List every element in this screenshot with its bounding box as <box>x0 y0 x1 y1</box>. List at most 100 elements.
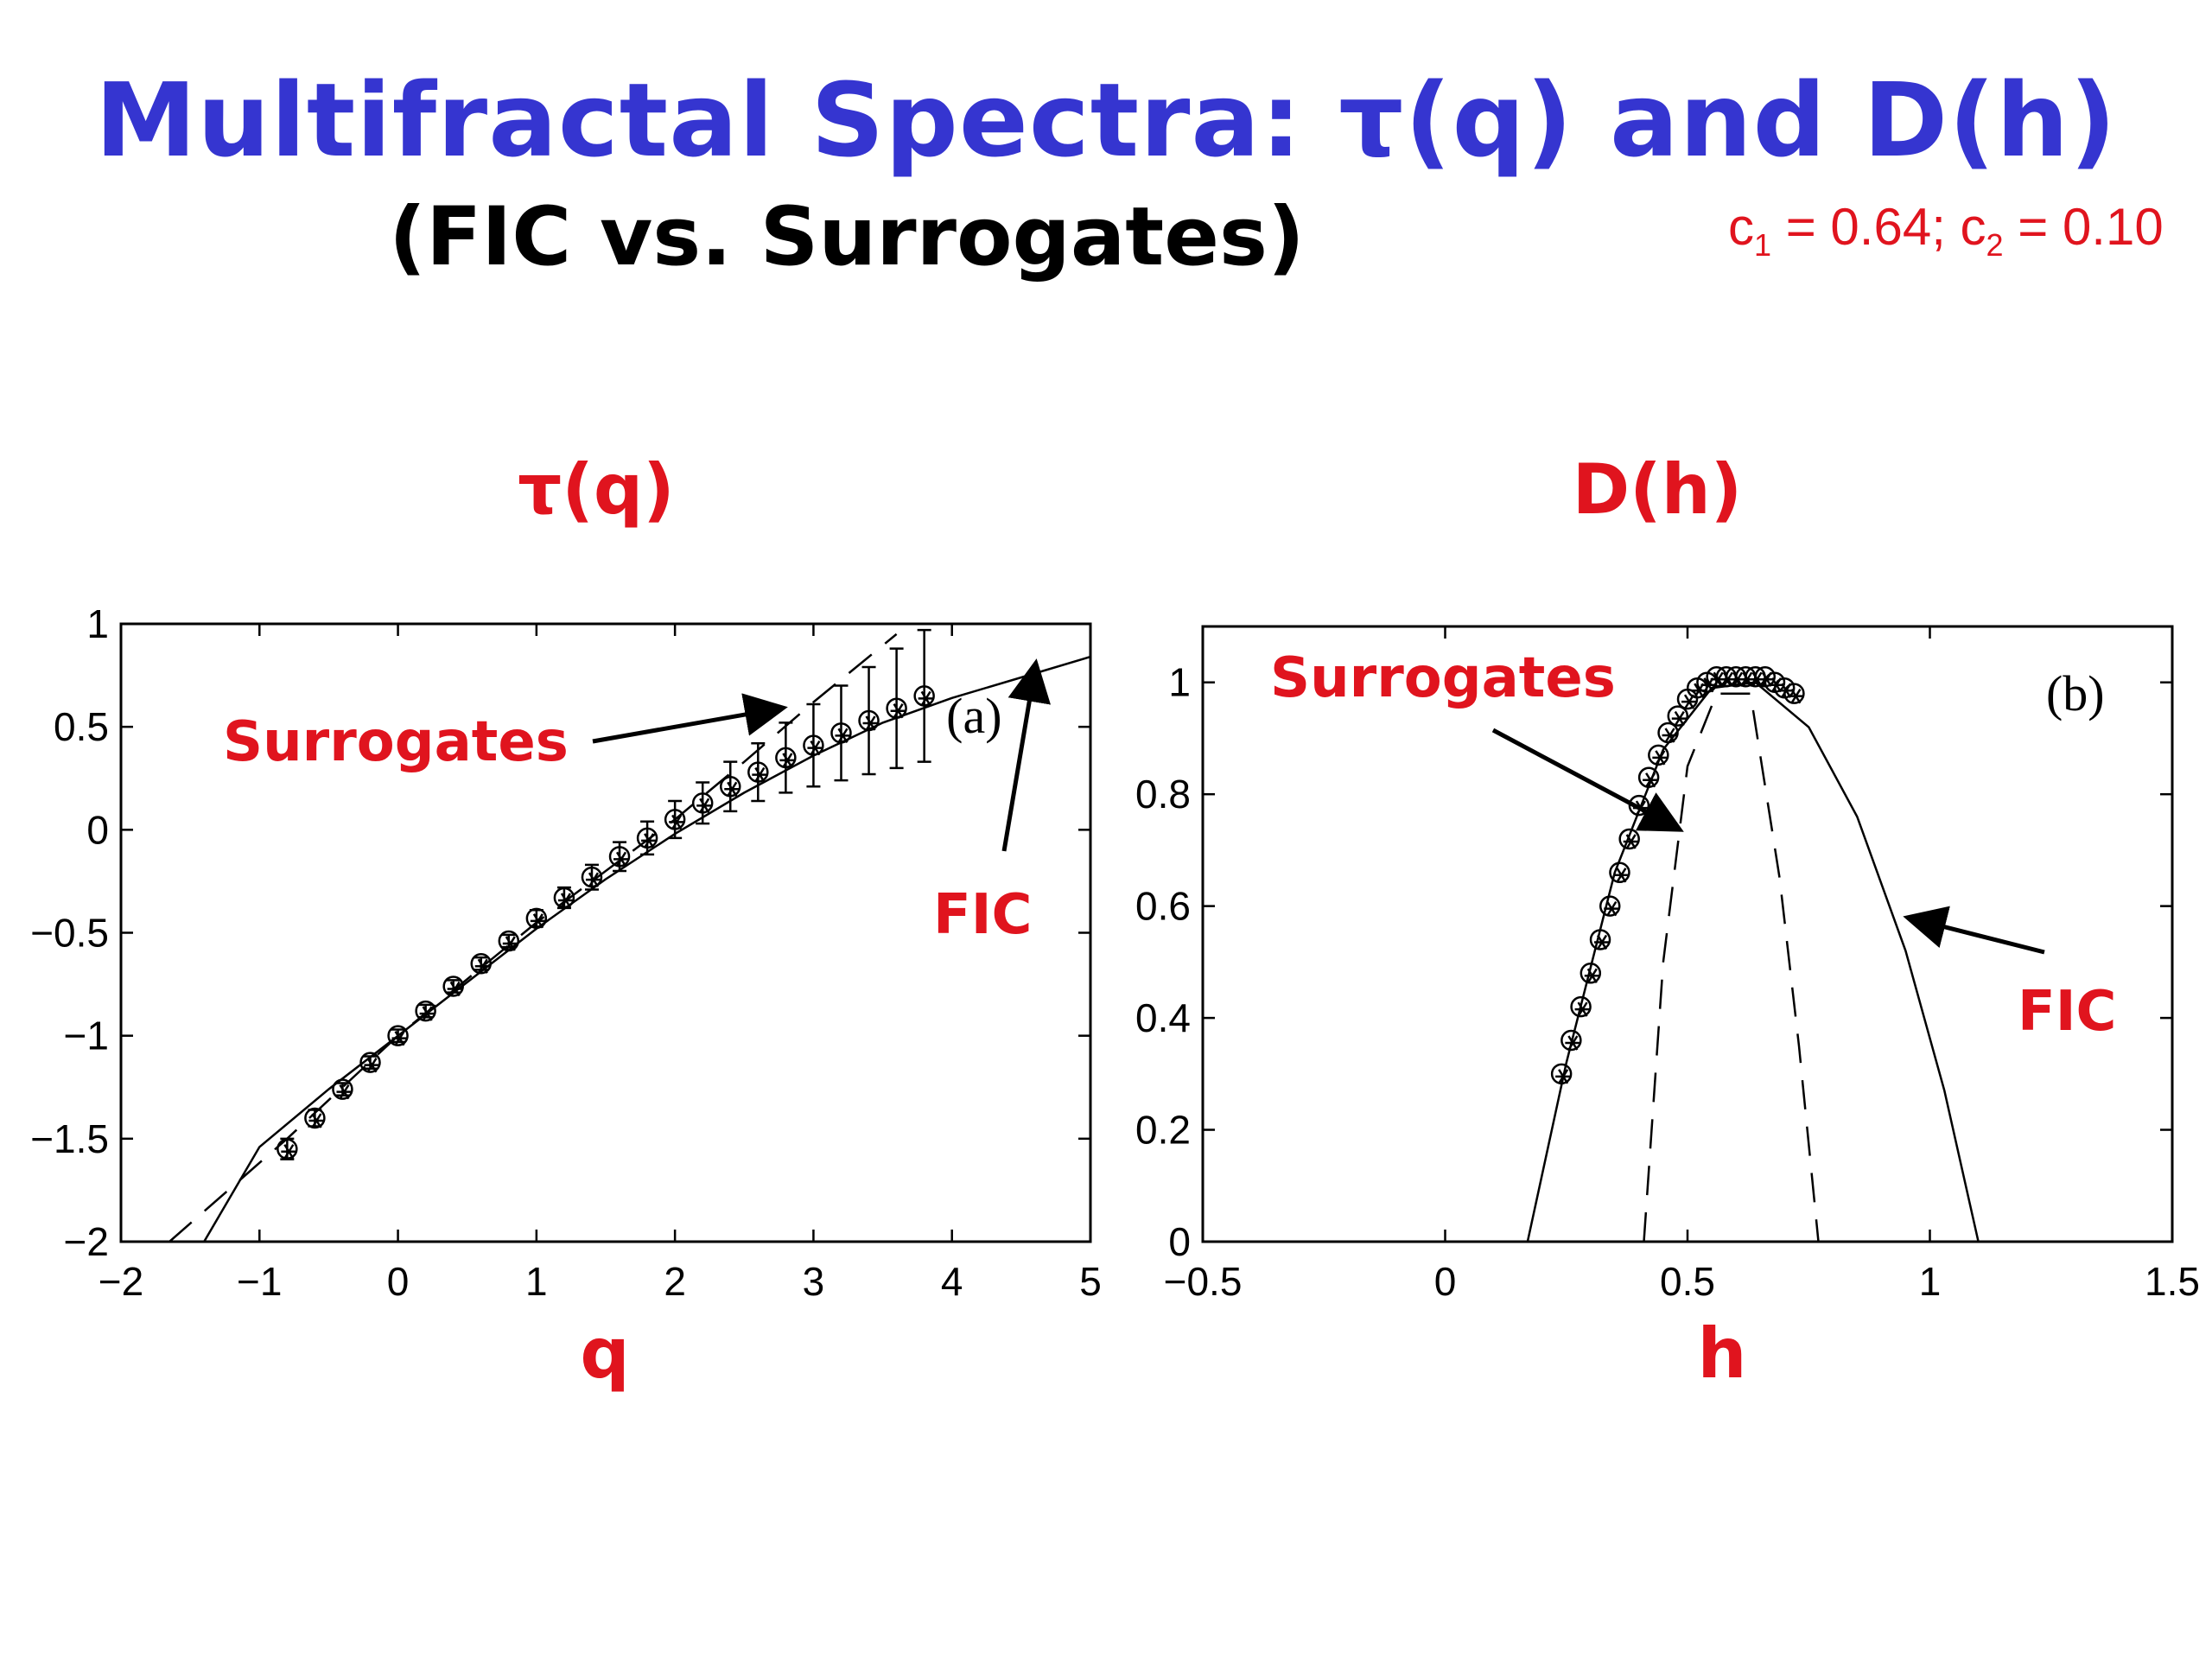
data-point-star <box>669 814 685 830</box>
x-tick-label: 4 <box>941 1259 963 1304</box>
annotation-arrow <box>1001 658 1051 852</box>
data-point-circle <box>415 1000 436 1022</box>
x-tick-label: 5 <box>1079 1259 1102 1304</box>
data-point-circle <box>1667 705 1689 727</box>
plot-area <box>168 628 1090 1242</box>
data-point-star <box>1643 772 1659 788</box>
data-point-star <box>862 715 879 731</box>
data-point-star <box>1652 750 1669 766</box>
data-point-circle <box>636 827 658 849</box>
annotation-fic: FIC <box>2018 980 2117 1044</box>
data-point-circle <box>664 809 686 830</box>
y-tick-label: 0.2 <box>1135 1108 1191 1153</box>
c1-subscript: 1 <box>1754 227 1772 263</box>
y-tick-label: −2 <box>64 1219 109 1264</box>
data-point-star <box>1604 900 1620 917</box>
data-point-circle <box>1637 766 1660 789</box>
data-point-circle <box>1599 895 1621 917</box>
y-tick-label: 1 <box>86 601 109 646</box>
slide-subtitle-text: (FIC vs. Surrogates) <box>389 190 1305 284</box>
data-point-circle <box>1550 1063 1573 1085</box>
x-tick-label: −1 <box>237 1259 282 1304</box>
data-point-star <box>336 1084 353 1100</box>
data-point-star <box>1662 728 1678 743</box>
y-tick-label: −1 <box>64 1014 109 1058</box>
annotation-arrow <box>1491 728 1684 832</box>
data-point-circle <box>720 776 741 798</box>
slide-subtitle: (FIC vs. Surrogates) <box>0 190 2212 284</box>
data-point-star <box>613 851 630 867</box>
panel-tag: (a) <box>946 688 1001 744</box>
annotation-surrogates: Surrogates <box>1270 646 1616 710</box>
data-point-circle <box>1580 963 1602 984</box>
y-tick-label: 0.6 <box>1135 884 1191 929</box>
y-tick-label: 1 <box>1168 660 1191 705</box>
data-point-star <box>752 766 768 783</box>
data-point-circle <box>442 976 464 997</box>
data-point-star <box>724 781 741 797</box>
annotation-surrogates: Surrogates <box>223 710 569 774</box>
data-point-star <box>585 872 601 887</box>
x-tick-label: 0 <box>387 1259 410 1304</box>
data-point-circle <box>332 1078 353 1100</box>
data-point-circle <box>747 761 769 783</box>
data-point-star <box>1555 1069 1572 1084</box>
surrogates-curve <box>1643 692 1820 1242</box>
data-point-circle <box>470 953 492 975</box>
data-point-circle <box>1560 1029 1582 1052</box>
data-point-star <box>779 753 796 768</box>
data-point-star <box>364 1057 380 1073</box>
data-point-circle <box>498 930 520 952</box>
data-point-circle <box>830 722 852 744</box>
x-tick-label: 0.5 <box>1660 1259 1715 1304</box>
data-point-circle <box>581 866 603 888</box>
data-point-star <box>1574 1001 1591 1017</box>
annotation-arrow <box>1903 906 2045 955</box>
data-point-circle <box>775 747 797 769</box>
data-point-circle <box>1648 744 1669 766</box>
slide-title: Multifractal Spectra: τ(q) and D(h) <box>94 60 2118 180</box>
c1-label: c <box>1728 198 1754 256</box>
c2-label: c <box>1960 198 1986 256</box>
data-point-circle <box>886 697 907 719</box>
data-point-circle <box>1589 929 1611 950</box>
y-tick-label: 0 <box>86 807 109 852</box>
data-point-star <box>281 1144 297 1160</box>
data-point-star <box>1788 689 1804 704</box>
data-point-circle <box>525 907 548 930</box>
data-point-star <box>502 936 518 951</box>
data-point-circle <box>1657 721 1679 744</box>
d-h-chart: −0.5 0 0.5 1 1.500.20.40.60.81 (b)SurrogatesF… <box>1135 625 2200 1304</box>
data-point-star <box>835 728 851 743</box>
data-point-star <box>1613 868 1630 883</box>
y-tick-label: 0 <box>1168 1219 1191 1264</box>
data-point-star <box>1594 934 1611 950</box>
data-point-circle <box>1609 861 1630 884</box>
c1-value: = 0.64; <box>1771 198 1961 256</box>
data-point-star <box>696 798 713 814</box>
data-point-star <box>447 981 463 997</box>
parameter-note: c1 = 0.64; c2 = 0.10 <box>1728 197 2164 264</box>
x-tick-label: 0 <box>1434 1259 1457 1304</box>
surrogates-curve <box>168 632 898 1242</box>
annotation-arrow <box>592 693 788 744</box>
data-point-star <box>1565 1035 1581 1051</box>
data-point-star <box>918 690 934 707</box>
data-point-circle <box>553 887 575 909</box>
data-point-star <box>308 1113 325 1128</box>
data-point-star <box>1671 710 1688 727</box>
y-tick-label: 0.5 <box>54 704 109 749</box>
left-x-axis-label: q <box>580 1313 630 1394</box>
x-tick-label: 1.5 <box>2145 1259 2200 1304</box>
y-tick-label: 0.4 <box>1135 995 1191 1040</box>
x-tick-label: 3 <box>803 1259 825 1304</box>
annotation-fic: FIC <box>933 883 1033 947</box>
right-x-axis-label: h <box>1697 1313 1747 1394</box>
y-tick-label: −1.5 <box>30 1116 109 1161</box>
data-point-circle <box>803 734 824 756</box>
data-point-star <box>419 1006 435 1021</box>
data-point-star <box>391 1031 408 1046</box>
data-point-circle <box>1783 683 1805 704</box>
x-tick-label: −2 <box>99 1259 143 1304</box>
data-point-star <box>474 958 491 974</box>
